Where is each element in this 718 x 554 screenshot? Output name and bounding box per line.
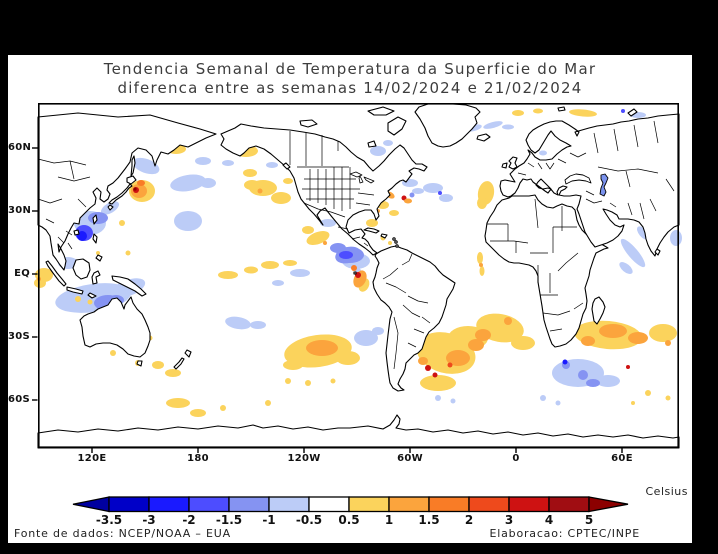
colorbar-label: -3.5 bbox=[95, 513, 123, 527]
lon-label-60e: 60E bbox=[611, 453, 633, 464]
colorbar-segment bbox=[428, 496, 470, 513]
colorbar-unit-label: Celsius bbox=[645, 485, 688, 498]
colorbar-segment bbox=[468, 496, 510, 513]
colorbar-segment bbox=[388, 496, 430, 513]
caspian-sea bbox=[599, 173, 609, 197]
colorbar-label: -0.5 bbox=[295, 513, 323, 527]
coastline-layer bbox=[37, 103, 680, 449]
lon-label-0: 0 bbox=[512, 453, 520, 464]
colorbar-label: -1.5 bbox=[215, 513, 243, 527]
black-sea bbox=[564, 173, 592, 185]
colorbar-label: 5 bbox=[584, 513, 594, 527]
lat-label-30s: 30S bbox=[8, 331, 31, 342]
colorbar-segment bbox=[148, 496, 190, 513]
colorbar-label: -3 bbox=[142, 513, 156, 527]
colorbar-label: -1 bbox=[262, 513, 276, 527]
plot-panel: Tendencia Semanal de Temperatura da Supe… bbox=[8, 55, 692, 543]
lat-label-30n: 30N bbox=[8, 205, 32, 216]
colorbar-segment bbox=[308, 496, 350, 513]
colorbar-left-arrow bbox=[72, 496, 110, 513]
colorbar-label: 0.5 bbox=[338, 513, 360, 527]
colorbar-segment bbox=[188, 496, 230, 513]
colorbar-right-arrow bbox=[588, 496, 629, 513]
colorbar-segment bbox=[268, 496, 310, 513]
lon-label-60w: 60W bbox=[397, 453, 423, 464]
colorbar-label: -2 bbox=[182, 513, 196, 527]
lon-label-120w: 120W bbox=[287, 453, 321, 464]
colorbar-label: 4 bbox=[544, 513, 554, 527]
colorbar-label: 2 bbox=[464, 513, 474, 527]
data-source-text: Fonte de dados: NCEP/NOAA – EUA bbox=[14, 527, 231, 540]
world-map bbox=[32, 103, 682, 453]
lon-label-180: 180 bbox=[187, 453, 209, 464]
lat-label-60n: 60N bbox=[8, 142, 32, 153]
border-layer bbox=[37, 120, 675, 370]
colorbar-label: 3 bbox=[504, 513, 514, 527]
colorbar-label: 1 bbox=[384, 513, 394, 527]
title-line-2: diferenca entre as semanas 14/02/2024 e … bbox=[117, 79, 583, 97]
elaboration-text: Elaboracao: CPTEC/INPE bbox=[489, 527, 640, 540]
plot-title: Tendencia Semanal de Temperatura da Supe… bbox=[8, 60, 692, 98]
title-line-1: Tendencia Semanal de Temperatura da Supe… bbox=[103, 60, 597, 78]
colorbar-segment bbox=[548, 496, 590, 513]
lakes-layer bbox=[349, 171, 609, 197]
colorbar-segment bbox=[348, 496, 390, 513]
lon-label-120e: 120E bbox=[77, 453, 107, 464]
great-lakes bbox=[349, 171, 375, 184]
lon-ticks bbox=[91, 447, 623, 453]
map-frame bbox=[32, 103, 680, 453]
lat-label-eq: EQ bbox=[14, 268, 30, 279]
colorbar-segment bbox=[508, 496, 550, 513]
colorbar-segment bbox=[228, 496, 270, 513]
lat-ticks bbox=[32, 147, 38, 401]
colorbar-segment bbox=[108, 496, 150, 513]
colorbar-label: 1.5 bbox=[418, 513, 440, 527]
lat-label-60s: 60S bbox=[8, 394, 31, 405]
colorbar bbox=[72, 496, 629, 513]
